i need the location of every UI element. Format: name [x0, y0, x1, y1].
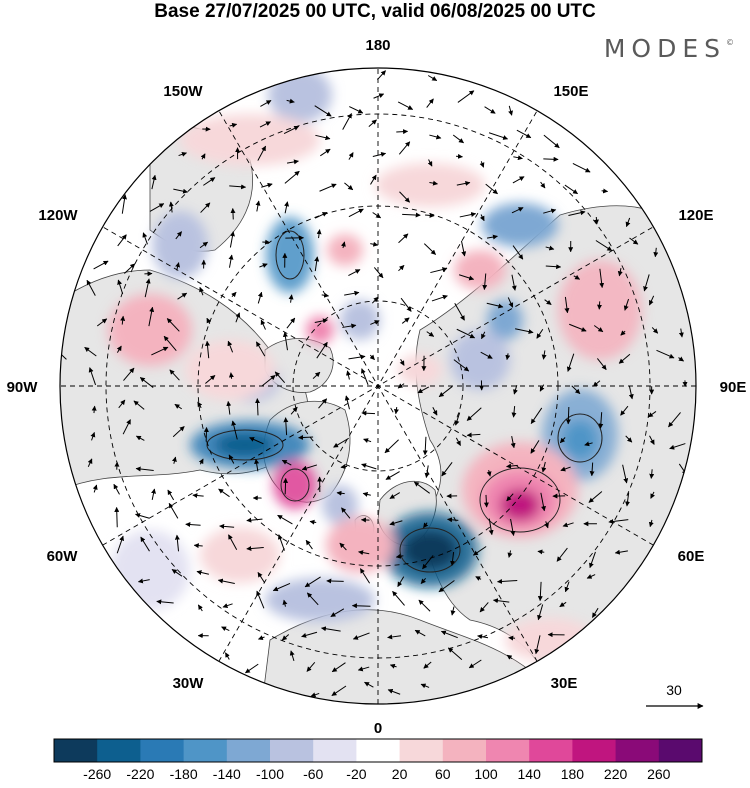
colorbar-swatch [313, 739, 357, 762]
colorbar-tick-label: 180 [561, 766, 585, 782]
colorbar [54, 739, 703, 762]
colorbar-swatch [227, 739, 271, 762]
colorbar-tick-label: -60 [303, 766, 323, 782]
label-90w: 90W [7, 379, 39, 396]
colorbar-ticks: -260 -220 -180 -140 -100 -60 -20 20 60 100 140 180 2… [83, 766, 671, 782]
colorbar-tick-label: 60 [435, 766, 451, 782]
colorbar-swatch [400, 739, 444, 762]
wind-vector [396, 131, 407, 132]
wind-vector [486, 495, 487, 507]
wind-vector [596, 217, 597, 224]
colorbar-swatch [184, 739, 228, 762]
colorbar-tick-label: -180 [170, 766, 198, 782]
colorbar-tick-label: 100 [474, 766, 498, 782]
wind-vector [352, 606, 370, 607]
colorbar-swatch [54, 739, 98, 762]
wind-vector [117, 507, 118, 527]
wind-vector [285, 478, 286, 494]
label-30e: 30E [551, 675, 578, 692]
wind-vector [362, 413, 375, 414]
label-150w: 150W [163, 83, 203, 100]
wind-vector [233, 209, 234, 220]
colorbar-swatch [616, 739, 660, 762]
wind-vector [509, 638, 515, 639]
label-60e: 60E [678, 548, 705, 565]
label-180: 180 [365, 37, 390, 54]
colorbar-tick-label: 260 [647, 766, 671, 782]
colorbar-tick-label: 140 [518, 766, 542, 782]
colorbar-swatch [270, 739, 314, 762]
colorbar-tick-label: -220 [126, 766, 154, 782]
wind-vector [456, 156, 462, 157]
label-90e: 90E [720, 379, 747, 396]
colorbar-tick-label: 220 [604, 766, 628, 782]
wind-vector [568, 407, 569, 424]
colorbar-swatch [529, 739, 573, 762]
colorbar-tick-label: 20 [392, 766, 408, 782]
colorbar-swatch [443, 739, 487, 762]
label-150e: 150E [553, 83, 588, 100]
wind-vector [94, 406, 95, 413]
label-60w: 60W [47, 548, 79, 565]
label-0: 0 [374, 720, 382, 737]
colorbar-tick-label: -260 [83, 766, 111, 782]
reference-vector-label: 30 [666, 682, 682, 698]
wind-vector [543, 159, 558, 160]
colorbar-swatch [659, 739, 703, 762]
colorbar-swatch [486, 739, 530, 762]
label-30w: 30W [173, 675, 205, 692]
colorbar-swatch [140, 739, 184, 762]
label-120w: 120W [38, 207, 78, 224]
colorbar-tick-label: -20 [346, 766, 366, 782]
colorbar-tick-label: -140 [213, 766, 241, 782]
label-120e: 120E [678, 207, 713, 224]
map-disc [52, 60, 720, 720]
colorbar-swatch [356, 739, 400, 762]
wind-vector [262, 242, 269, 243]
colorbar-swatch [572, 739, 616, 762]
colorbar-tick-label: -100 [256, 766, 284, 782]
reference-vector: 30 [646, 682, 703, 706]
colorbar-swatch [97, 739, 141, 762]
